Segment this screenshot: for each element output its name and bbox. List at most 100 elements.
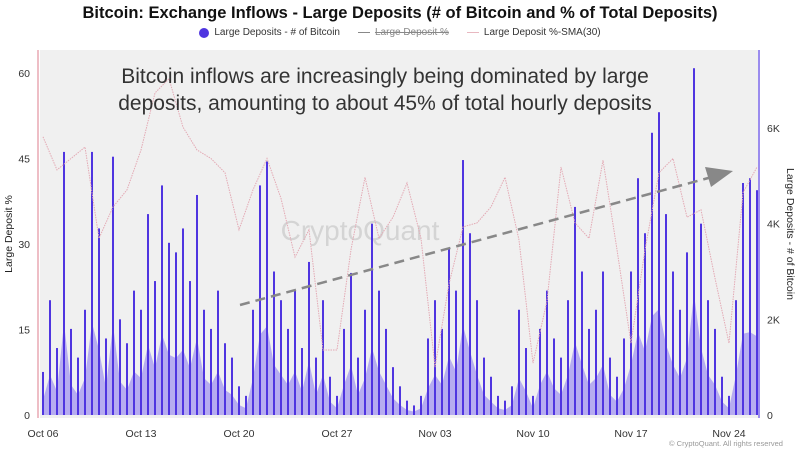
bar [504, 400, 506, 415]
left-tick-label: 60 [18, 68, 30, 80]
bar [84, 309, 86, 415]
bar [63, 151, 65, 415]
bar [182, 228, 184, 415]
bar [322, 300, 324, 415]
right-tick-label: 6K [767, 123, 780, 135]
x-tick-label: Oct 27 [322, 428, 353, 440]
bar [147, 214, 149, 415]
annotation-line-1: Bitcoin inflows are increasingly being d… [121, 65, 649, 88]
bar [350, 272, 352, 415]
bar [77, 357, 79, 415]
bar [455, 290, 457, 415]
bar [420, 395, 422, 415]
bar [609, 357, 611, 415]
sma-line [42, 77, 758, 368]
bar [707, 300, 709, 415]
x-tick-label: Nov 17 [614, 428, 647, 440]
bar [546, 290, 548, 415]
bar [91, 151, 93, 415]
bar [497, 395, 499, 415]
bar [70, 328, 72, 415]
bar [644, 233, 646, 415]
bar [574, 206, 576, 415]
bar [189, 281, 191, 415]
x-tick-label: Nov 24 [712, 428, 745, 440]
bar [469, 233, 471, 415]
bar [238, 386, 240, 415]
bar [98, 228, 100, 415]
legend-line-icon [357, 32, 370, 33]
annotation-line-2: deposits, amounting to about 45% of tota… [118, 92, 652, 115]
bar [196, 194, 198, 415]
bar [595, 309, 597, 415]
legend-item-large-deposits[interactable]: Large Deposits - # of Bitcoin [199, 27, 340, 38]
x-tick-label: Oct 13 [126, 428, 157, 440]
bar [483, 357, 485, 415]
bar [532, 395, 534, 415]
chart-title: Bitcoin: Exchange Inflows - Large Deposi… [82, 4, 718, 22]
bar [252, 309, 254, 415]
bar [371, 223, 373, 415]
legend-dot-icon [199, 27, 210, 38]
bar [357, 357, 359, 415]
bar [126, 343, 128, 415]
bar [581, 271, 583, 415]
bar [665, 214, 667, 415]
right-axis-label: Large Deposits - # of Bitcoin [784, 168, 796, 300]
bar [343, 328, 345, 415]
bar [616, 376, 618, 415]
bar [49, 300, 51, 415]
bar [441, 328, 443, 415]
bar [434, 300, 436, 415]
bar [462, 160, 464, 415]
legend-item-large-deposit-pct[interactable]: Large Deposit % [357, 27, 449, 38]
bar [399, 386, 401, 415]
bar [588, 328, 590, 415]
x-tick-label: Oct 20 [224, 428, 255, 440]
bar [287, 328, 289, 415]
bar [693, 68, 695, 415]
left-tick-label: 30 [18, 239, 30, 251]
bar [133, 290, 135, 415]
bar [161, 185, 163, 415]
bar [651, 132, 653, 416]
bar [140, 309, 142, 415]
legend-label: Large Deposit % [374, 27, 449, 38]
x-tick-label: Nov 10 [516, 428, 549, 440]
bar [308, 261, 310, 415]
bar [245, 395, 247, 415]
bar [378, 290, 380, 415]
bar [336, 395, 338, 415]
legend: Large Deposits - # of Bitcoin Large Depo… [0, 27, 800, 38]
bar [742, 183, 744, 415]
bar [567, 300, 569, 415]
legend-item-sma[interactable]: Large Deposit %-SMA(30) [466, 27, 601, 38]
right-tick-label: 0 [767, 410, 773, 422]
bar [490, 376, 492, 415]
left-tick-label: 45 [18, 154, 30, 166]
bar [511, 386, 513, 415]
bar [56, 348, 58, 415]
bar [175, 252, 177, 415]
legend-label: Large Deposit %-SMA(30) [483, 27, 601, 38]
copyright: © CryptoQuant. All rights reserved [669, 439, 783, 448]
left-axis-label: Large Deposit % [3, 195, 15, 273]
x-tick-label: Nov 03 [418, 428, 451, 440]
bar [525, 348, 527, 415]
bar [427, 338, 429, 415]
bar-fill-area [43, 293, 757, 415]
legend-line-icon [466, 32, 479, 33]
bar [560, 357, 562, 415]
bar [756, 190, 758, 415]
bar [217, 290, 219, 415]
bar [476, 300, 478, 415]
bar [658, 112, 660, 415]
bar [700, 223, 702, 415]
bar [280, 300, 282, 415]
bar [119, 319, 121, 415]
bar [168, 242, 170, 415]
bar [518, 309, 520, 415]
bar [714, 328, 716, 415]
bar [203, 309, 205, 415]
